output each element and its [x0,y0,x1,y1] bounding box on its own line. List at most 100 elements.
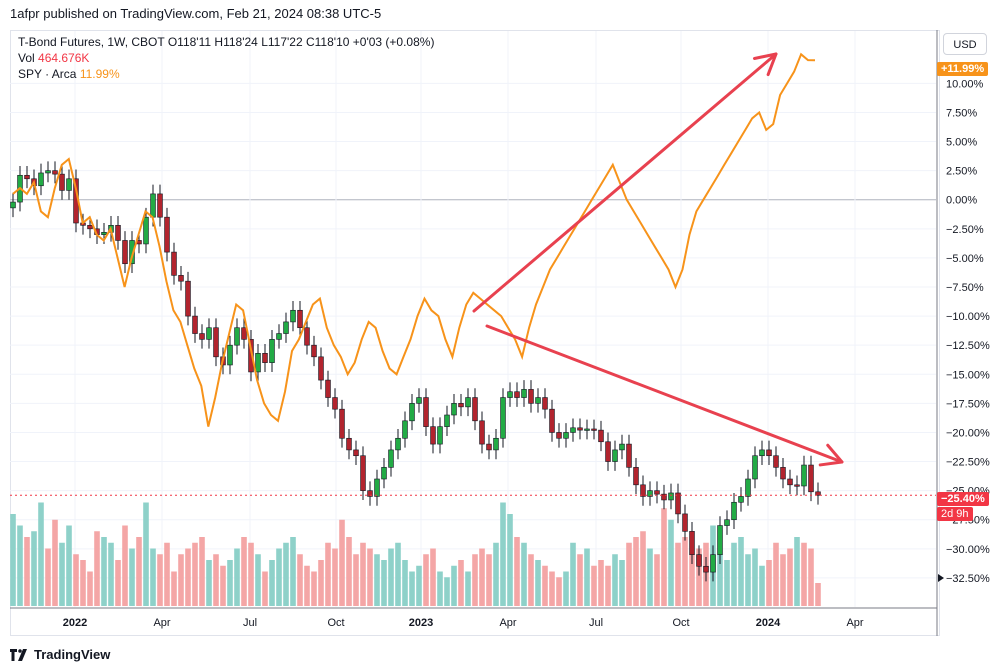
legend-vol-label[interactable]: Vol [18,51,35,65]
volume-bar [500,502,506,606]
volume-bar [255,554,261,606]
candle [339,408,345,439]
volume-bar [584,548,590,606]
x-tick-label: Apr [499,617,516,629]
legend-change: +0'03 (+0.08%) [352,35,435,49]
candle [374,478,380,497]
volume-bar [269,560,275,606]
spy-line [12,52,816,427]
volume-bar [619,560,625,606]
volume-bar [633,537,639,606]
legend-spy-value: 11.99% [79,67,120,81]
candle [199,333,205,340]
legend-open: O118'11 [167,35,212,49]
volume-bar [528,554,534,606]
candle [164,216,170,253]
candle [745,478,751,497]
x-tick-label: 2022 [63,617,87,629]
volume-bar [374,554,380,606]
x-tick-label: Jul [243,617,257,629]
legend-spy-label[interactable]: SPY · Arca [18,67,77,81]
candle [444,414,450,427]
x-tick-label: 2024 [756,617,781,629]
candle [115,225,121,241]
candle [514,391,520,398]
volume-bar [66,525,72,606]
candle [598,429,604,443]
volume-bar [682,537,688,606]
volume-bar [717,554,723,606]
volume-bar [675,542,681,606]
candle [10,201,16,209]
candle [206,327,212,340]
candle [388,449,394,468]
spy-price-badge: +11.99% [937,62,989,76]
volume-bar [780,554,786,606]
footer-brand[interactable]: TradingView [10,647,110,662]
candle [276,333,282,340]
candle [766,449,772,457]
candle [626,443,632,468]
volume-bar [234,548,240,606]
volume-bar [458,560,464,606]
candle [486,443,492,451]
volume-bar [381,560,387,606]
y-tick-label: 10.00% [946,78,984,90]
candle [157,193,163,218]
legend-volume-line: Vol 464.676K [18,50,434,66]
volume-bar [402,560,408,606]
volume-bar [283,542,289,606]
volume-bar [10,514,16,606]
volume-bar [612,554,618,606]
candle [269,339,275,363]
volume-bar [262,571,268,606]
volume-bar [626,542,632,606]
candle [360,455,366,491]
candle [409,403,415,422]
volume-bar [136,537,142,606]
candle [542,397,548,410]
volume-bar [73,554,79,606]
volume-bar [339,519,345,606]
candle [241,327,247,340]
down-trend-arrow-head [818,443,844,467]
candle [192,315,198,334]
volume-bar [290,537,296,606]
candle [248,339,254,373]
currency-button[interactable]: USD [943,33,987,55]
volume-bar [178,554,184,606]
volume-bar [563,571,569,606]
candle [787,478,793,486]
volume-bar [479,548,485,606]
candle [52,170,58,175]
candle [689,531,695,555]
candle [395,437,401,451]
volume-bar [24,537,30,606]
axis-marker-icon [938,574,944,582]
candle [773,455,779,468]
candle [570,427,576,433]
volume-bar [241,537,247,606]
volume-bar [248,542,254,606]
candle [290,309,296,323]
legend-low: L117'22 [261,35,303,49]
candle [780,467,786,480]
candle [549,408,555,433]
volume-bar [409,571,415,606]
candle [458,403,464,408]
volume-bar [542,565,548,606]
candle [752,455,758,480]
candle [556,432,562,439]
candle [612,449,618,462]
volume-bar [213,554,219,606]
volume-bar [52,519,58,606]
volume-bar [227,560,233,606]
y-tick-label: −15.00% [946,369,990,381]
candle [262,353,268,363]
candle [227,344,233,366]
legend-symbol[interactable]: T-Bond Futures, 1W, CBOT [18,35,165,49]
volume-bar [31,531,37,606]
y-tick-label: −22.50% [946,457,990,469]
volume-bar [87,571,93,606]
